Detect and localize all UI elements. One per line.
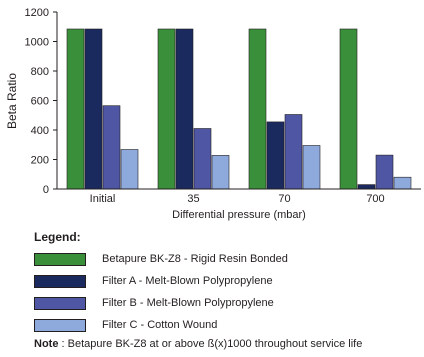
- bar: [393, 176, 412, 190]
- footnote-prefix: Note: [34, 338, 59, 350]
- bar: [248, 28, 267, 190]
- legend-label: Filter B - Melt-Blown Polypropylene: [102, 297, 274, 309]
- bar: [175, 28, 194, 190]
- y-tick-label: 200: [31, 155, 49, 167]
- bar: [339, 28, 358, 190]
- legend-label: Filter C - Cotton Wound: [102, 319, 218, 331]
- legend-swatch: [34, 296, 86, 310]
- bar: [157, 28, 176, 190]
- legend-item: Filter C - Cotton Wound: [34, 318, 414, 332]
- legend-swatch: [34, 318, 86, 332]
- x-axis-label: Differential pressure (mbar): [172, 209, 306, 221]
- x-tick-label: 70: [278, 193, 290, 205]
- bar: [357, 184, 376, 190]
- x-tick-label: 35: [187, 193, 199, 205]
- x-tick-label: Initial: [90, 193, 116, 205]
- bar: [102, 105, 121, 190]
- bars-layer: [66, 28, 412, 190]
- bar: [302, 145, 321, 190]
- legend-label: Filter A - Melt-Blown Polypropylene: [102, 275, 273, 287]
- bar: [266, 121, 285, 190]
- legend-item: Filter B - Melt-Blown Polypropylene: [34, 296, 414, 310]
- y-tick-label: 1000: [25, 37, 49, 49]
- y-tick-label: 0: [43, 184, 49, 196]
- bar: [84, 28, 103, 190]
- legend-swatch: [34, 252, 86, 266]
- y-tick-label: 800: [31, 66, 49, 78]
- bar: [284, 114, 303, 190]
- bar: [375, 154, 394, 190]
- x-tick-label: 700: [366, 193, 384, 205]
- bar-chart: 0 200 400 600 800 1000 1200 Initial 35 70 700 Bet…: [5, 7, 421, 221]
- y-tick-labels: 0 200 400 600 800 1000 1200: [25, 7, 49, 196]
- y-tick-label: 600: [31, 96, 49, 108]
- bar: [193, 128, 212, 190]
- bar: [66, 28, 85, 190]
- legend-title: Legend:: [34, 230, 81, 244]
- legend-swatch: [34, 274, 86, 288]
- y-axis-label: Beta Ratio: [5, 73, 19, 129]
- footnote: Note : Betapure BK-Z8 at or above ß(x)10…: [34, 338, 362, 350]
- legend-item: Filter A - Melt-Blown Polypropylene: [34, 274, 414, 288]
- y-tick-label: 400: [31, 125, 49, 137]
- bar: [211, 155, 230, 190]
- footnote-text: : Betapure BK-Z8 at or above ß(x)1000 th…: [58, 338, 363, 350]
- axes-layer: [53, 11, 421, 190]
- legend: Legend: Betapure BK-Z8 - Rigid Resin Bon…: [34, 230, 414, 340]
- bar: [120, 149, 139, 190]
- y-tick-label: 1200: [25, 7, 49, 19]
- legend-item: Betapure BK-Z8 - Rigid Resin Bonded: [34, 252, 414, 266]
- x-category-labels: Initial 35 70 700: [90, 193, 385, 205]
- legend-label: Betapure BK-Z8 - Rigid Resin Bonded: [102, 253, 288, 265]
